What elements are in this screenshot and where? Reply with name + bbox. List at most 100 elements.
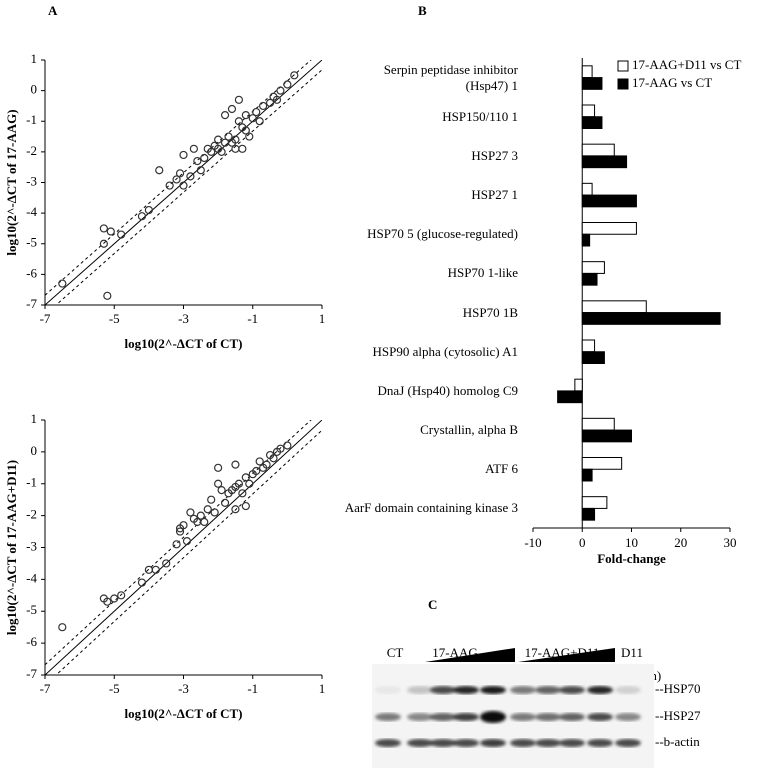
y-tick-label: -2 [26, 507, 37, 522]
blot-band [587, 686, 613, 694]
band-line [45, 420, 312, 666]
point [103, 291, 112, 300]
category-label: HSP70 1B [462, 304, 518, 320]
bar [581, 194, 637, 208]
blot-band [615, 713, 641, 721]
y-tick-label: 1 [31, 51, 38, 66]
y-axis-label: log10(2^-ΔCT of 17-AAG+D11) [4, 460, 19, 635]
y-tick-label: 1 [31, 411, 38, 426]
blot-band [430, 739, 456, 747]
point [224, 132, 233, 141]
panel-label: B [418, 3, 427, 18]
bar [581, 496, 608, 509]
bar [581, 155, 628, 169]
blot-band [559, 739, 585, 747]
blot-band [559, 713, 585, 721]
point [234, 117, 243, 126]
bar [581, 272, 598, 286]
blot-band [615, 686, 641, 694]
point [196, 166, 205, 175]
point [193, 156, 202, 166]
y-tick-label: -1 [26, 475, 37, 490]
point [217, 147, 226, 156]
blot-band [375, 713, 401, 721]
point [110, 594, 119, 603]
point [189, 144, 198, 153]
point [252, 466, 261, 476]
point [203, 505, 212, 514]
point [290, 71, 299, 80]
y-tick-label: -3 [26, 173, 37, 188]
bar [581, 507, 596, 521]
band-label: --b-actin [655, 734, 700, 749]
blot-band [407, 686, 433, 694]
point [137, 578, 147, 587]
x-tick-label: -3 [178, 311, 189, 326]
point [255, 117, 264, 126]
point [234, 95, 243, 104]
point [117, 230, 126, 239]
point [165, 181, 174, 190]
point [276, 444, 285, 453]
wedge [425, 648, 515, 662]
x-tick-label: 0 [579, 535, 586, 550]
panel-label: C [428, 597, 437, 612]
blot-band [510, 686, 536, 694]
bar [574, 378, 583, 392]
blot-band [535, 739, 561, 747]
blot-band [407, 739, 433, 747]
point [151, 565, 160, 574]
point [186, 508, 195, 517]
point [103, 597, 112, 606]
point [255, 457, 264, 466]
point [283, 80, 292, 89]
y-tick-label: -4 [26, 570, 37, 585]
bar [581, 104, 596, 118]
y-tick-label: 0 [31, 82, 38, 97]
point [220, 111, 230, 120]
blot-header: CT [387, 645, 404, 660]
blot-band [510, 713, 536, 721]
bar [581, 351, 605, 364]
blot-band [375, 739, 401, 747]
point [227, 104, 237, 114]
point [189, 514, 198, 523]
x-tick-label: 1 [319, 681, 326, 696]
bar [581, 77, 603, 90]
blot-header: D11 [621, 645, 643, 660]
point [117, 591, 126, 600]
category-label: Crystallin, alpha B [420, 422, 518, 438]
point [241, 111, 250, 120]
bar [581, 261, 605, 274]
point [220, 498, 230, 507]
y-tick-label: -2 [26, 143, 37, 158]
point [144, 205, 153, 215]
bar [581, 222, 637, 235]
legend-label: 17-AAG vs CT [632, 75, 712, 90]
point [283, 441, 292, 450]
blot-band [453, 713, 479, 721]
reference-lines [45, 420, 322, 675]
blot-band [510, 739, 536, 747]
category-label: ATF 6 [485, 461, 518, 477]
point [196, 511, 205, 520]
point [186, 172, 195, 181]
bar [581, 312, 721, 325]
bar [581, 233, 591, 247]
y-tick-label: -3 [26, 538, 37, 553]
y-tick-label: -6 [26, 634, 37, 649]
x-tick-label: -5 [109, 311, 120, 326]
point [162, 559, 171, 568]
y-tick-label: -7 [26, 666, 37, 681]
category-label: HSP90 alpha (cytosolic) A1 [372, 343, 518, 359]
y-tick-label: 0 [31, 443, 38, 458]
category-label: Serpin peptidase inhibitor (Hsp47) 1 [383, 61, 518, 93]
blot-band [407, 713, 433, 721]
point [248, 114, 257, 123]
y-tick-label: -5 [26, 235, 37, 250]
point [217, 486, 226, 495]
x-tick-label: 10 [625, 535, 638, 550]
point [137, 212, 147, 221]
point [272, 95, 282, 104]
point [252, 107, 261, 117]
